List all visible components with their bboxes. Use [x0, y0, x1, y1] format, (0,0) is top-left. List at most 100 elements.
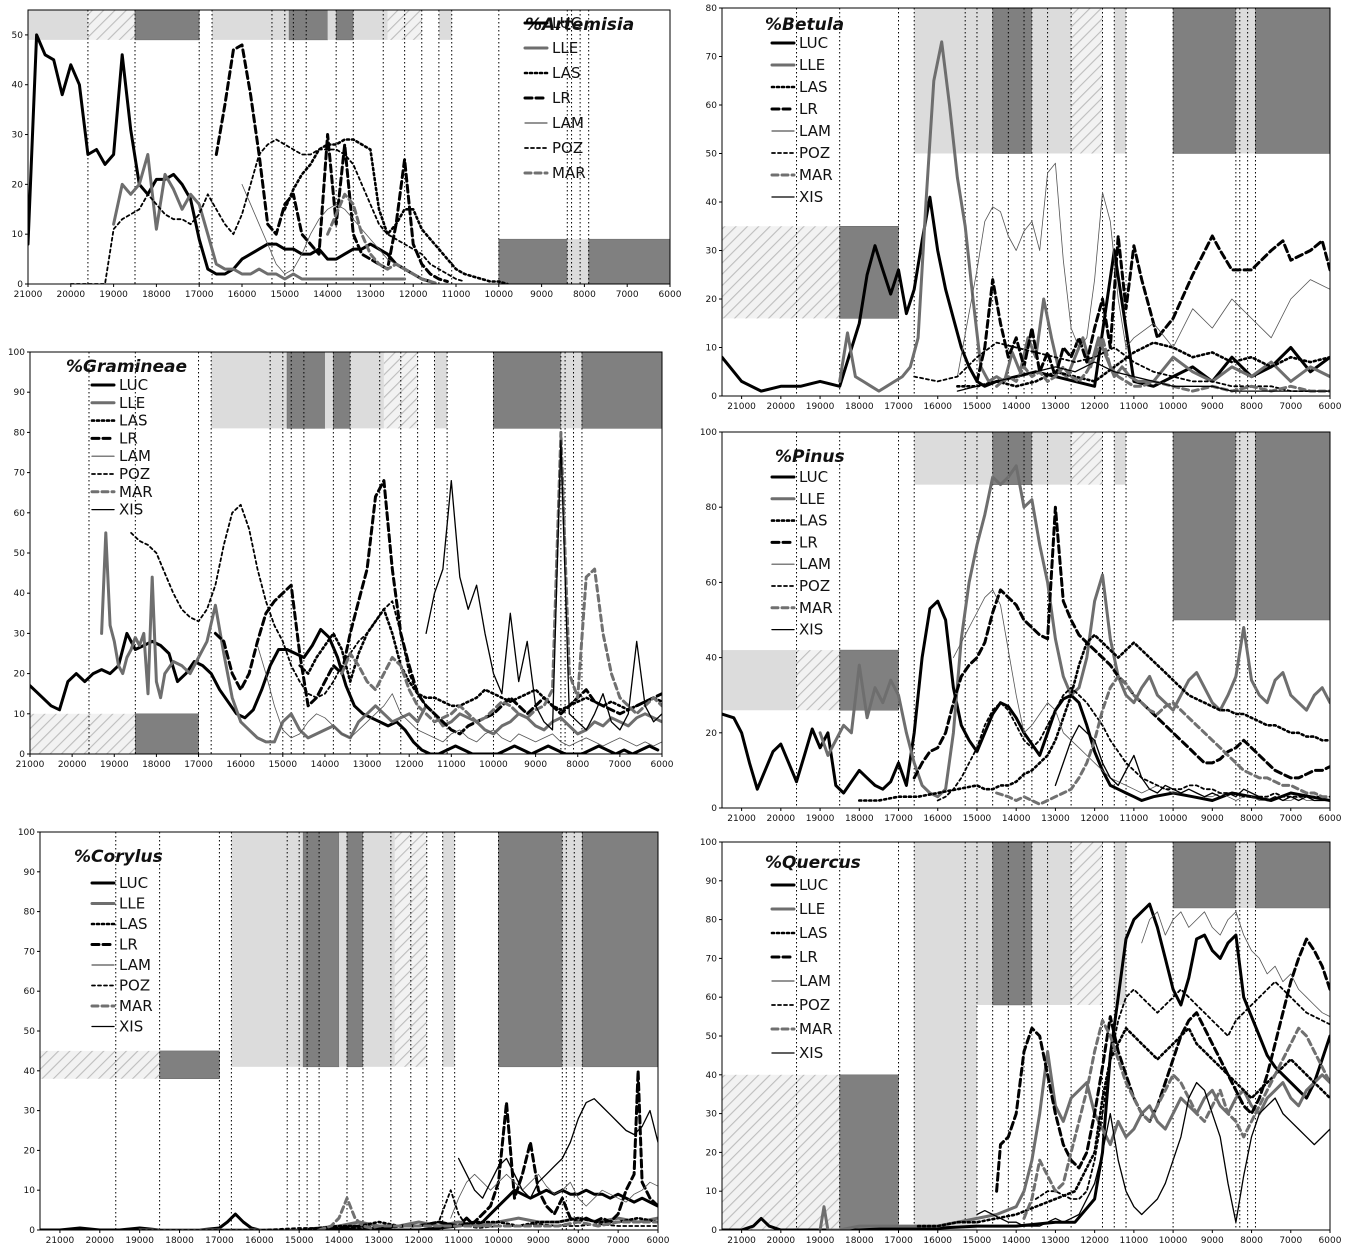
climate-zones — [722, 8, 1330, 319]
x-tick-label: 14000 — [1002, 1236, 1031, 1246]
y-tick-label: 30 — [706, 247, 718, 257]
legend-label-luc: LUC — [119, 874, 148, 892]
x-tick-label: 21000 — [727, 1236, 756, 1246]
zone-band — [914, 842, 977, 1230]
x-tick-label: 17000 — [884, 1236, 913, 1246]
legend-label-xis: XIS — [119, 501, 143, 519]
legend-label-las: LAS — [119, 915, 147, 933]
zone-band — [992, 842, 1033, 1006]
zone-band — [1235, 432, 1256, 620]
x-tick-label: 18000 — [142, 760, 171, 770]
y-tick-label: 10 — [706, 1187, 718, 1197]
legend-label-lr: LR — [119, 936, 138, 954]
zone-band — [1114, 842, 1127, 1005]
zone-band — [211, 352, 288, 429]
series-lam-line — [1141, 911, 1330, 1017]
x-tick-label: 10000 — [484, 1236, 513, 1246]
x-tick-label: 19000 — [100, 760, 129, 770]
zone-band — [1031, 8, 1048, 154]
legend-label-xis: XIS — [799, 188, 823, 206]
chart-pinus: 0 20 40 60 80 100 21000 20000 19000 18000 17000 160… — [700, 428, 1342, 824]
series-lr-line — [975, 234, 1330, 383]
legend-label-poz: POZ — [119, 977, 150, 995]
legend-label-las: LAS — [799, 78, 827, 96]
legend-label-las: LAS — [119, 412, 147, 430]
x-tick-label: 19000 — [806, 1236, 835, 1246]
zone-band — [498, 832, 563, 1068]
zone-band — [353, 10, 388, 40]
x-tick-label: 12000 — [395, 760, 424, 770]
x-tick-label: 14000 — [325, 1236, 354, 1246]
zone-band — [324, 352, 334, 429]
x-tick-label: 6000 — [1319, 1236, 1342, 1246]
y-tick-label: 10 — [14, 710, 26, 720]
legend-label-poz: POZ — [799, 144, 830, 162]
series-poz-line — [936, 686, 1330, 802]
y-tick-label: 80 — [706, 503, 718, 513]
series-poz-line — [40, 1189, 658, 1230]
x-tick-label: 9000 — [1201, 1236, 1224, 1246]
series-lr-line — [214, 43, 449, 283]
zone-band — [231, 832, 304, 1067]
zone-band — [992, 8, 1033, 154]
zone-band — [976, 432, 993, 485]
series-poz-line — [1034, 980, 1330, 1200]
zone-band — [1172, 842, 1237, 909]
chart-title: %Artemisia — [525, 15, 634, 35]
y-tick-label: 40 — [24, 1067, 36, 1077]
legend-label-lam: LAM — [119, 447, 151, 465]
series-mar-line — [995, 336, 1330, 393]
series-mar-line — [326, 192, 441, 284]
series-mar-line — [995, 674, 1330, 806]
x-tick-label: 13000 — [1041, 402, 1070, 412]
y-tick-label: 20 — [706, 1148, 718, 1158]
chart-quercus: 0 10 20 30 40 50 60 70 80 90 100 21000 20000 19000 180… — [700, 838, 1342, 1246]
legend-label-las: LAS — [799, 512, 827, 530]
series-group — [30, 430, 662, 754]
legend-label-lam: LAM — [119, 956, 151, 974]
climate-zones — [30, 352, 662, 754]
y-tick-label: 80 — [24, 908, 36, 918]
legend-label-lle: LLE — [119, 394, 145, 412]
legend-label-lr: LR — [552, 89, 571, 107]
series-poz-line — [130, 503, 428, 707]
x-tick-label: 21000 — [16, 760, 45, 770]
series-lle-line — [838, 40, 1330, 393]
x-tick-label: 10000 — [1159, 814, 1188, 824]
x-tick-label: 12000 — [1080, 814, 1109, 824]
x-tick-label: 18000 — [165, 1236, 194, 1246]
y-tick-label: 90 — [24, 868, 36, 878]
x-tick-label: 9000 — [524, 760, 547, 770]
legend-label-lr: LR — [119, 429, 138, 447]
series-luc-line — [722, 902, 1330, 1230]
x-tick-label: 20000 — [767, 402, 796, 412]
y-tick-label: 30 — [24, 1107, 36, 1117]
x-tick-label: 10000 — [1159, 1236, 1188, 1246]
zone-band — [442, 832, 455, 1067]
series-lam-line — [241, 183, 423, 280]
zone-band — [1047, 8, 1072, 154]
y-tick-label: 50 — [14, 549, 26, 559]
x-tick-label: 9000 — [527, 1236, 550, 1246]
zone-band — [1031, 842, 1072, 1005]
zone-band — [992, 432, 1033, 485]
x-tick-label: 20000 — [85, 1236, 114, 1246]
y-tick-label: 10 — [706, 344, 718, 354]
x-tick-label: 6000 — [651, 760, 674, 770]
x-tick-label: 14000 — [311, 760, 340, 770]
y-tick-label: 0 — [29, 1226, 35, 1236]
x-tick-label: 15000 — [963, 402, 992, 412]
legend-label-xis: XIS — [119, 1018, 143, 1036]
zone-band — [567, 239, 589, 284]
zone-band — [976, 8, 993, 154]
zone-band — [286, 352, 326, 429]
y-tick-label: 40 — [706, 654, 718, 664]
legend: LUC LLE LAS LR LAM POZ MAR XIS — [770, 876, 833, 1062]
y-tick-label: 0 — [17, 280, 23, 290]
y-tick-label: 40 — [706, 198, 718, 208]
zone-band — [493, 352, 562, 429]
y-tick-label: 30 — [706, 1110, 718, 1120]
legend-label-luc: LUC — [799, 34, 828, 52]
zone-band — [722, 650, 797, 711]
